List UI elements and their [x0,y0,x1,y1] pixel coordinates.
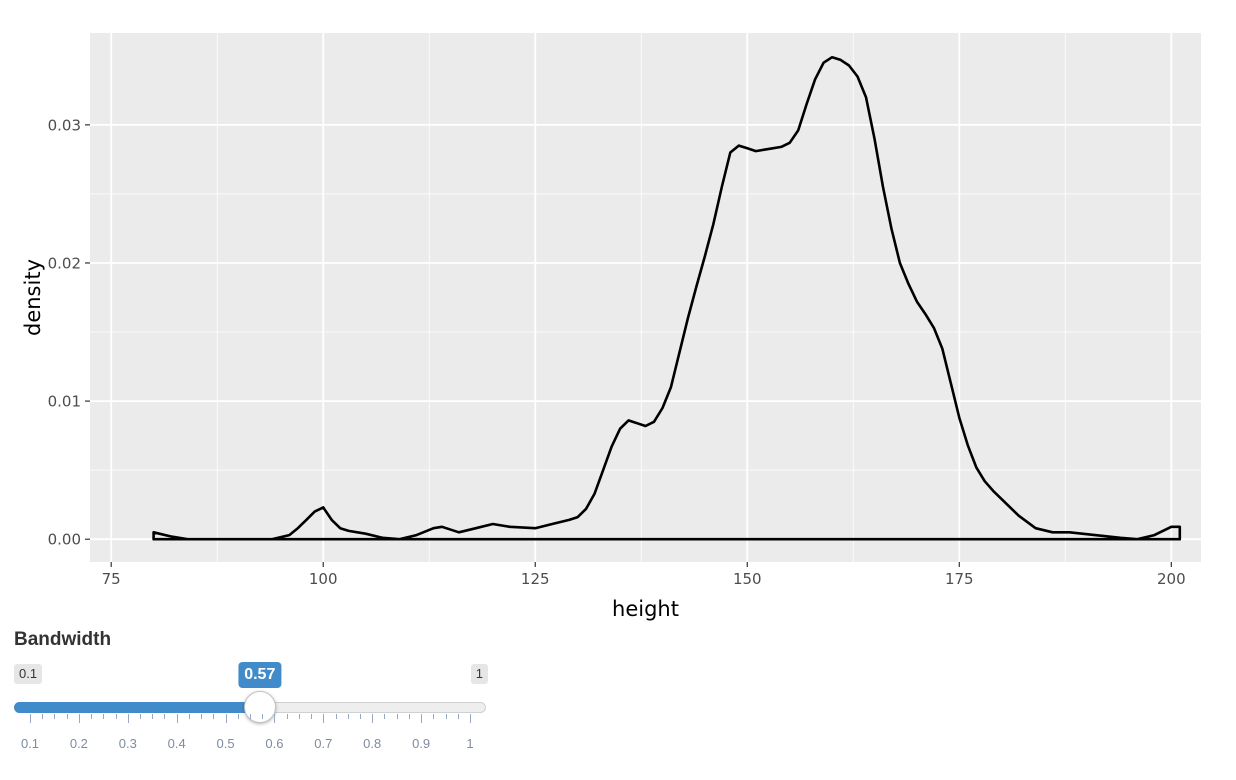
slider-max-label: 1 [470,664,488,684]
slider-minor-tick [66,714,68,719]
slider-grid-label: 0.4 [167,736,186,751]
slider-major-tick [274,714,276,723]
slider-minor-tick [201,714,203,719]
slider-minor-tick [286,714,288,719]
slider-major-tick [176,714,178,723]
slider-minor-tick [384,714,386,719]
minor-gridlines [90,33,1201,562]
x-tick-label: 200 [1157,570,1186,588]
slider-minor-tick [103,714,105,719]
slider-minor-tick [396,714,398,719]
slider-minor-tick [237,714,239,719]
slider-minor-tick [335,714,337,719]
slider-grid-label: 0.2 [69,736,88,751]
y-tick-label: 0.00 [48,531,81,549]
slider-major-tick [470,714,471,723]
slider-min-label: 0.1 [14,664,43,684]
slider-major-tick [225,714,227,723]
slider-major-tick [127,714,129,723]
slider-grid-label: 0.7 [314,736,333,751]
slider-grid-label: 0.8 [363,736,382,751]
x-tick-label: 125 [521,570,550,588]
slider-minor-tick [262,714,264,719]
slider-major-tick [323,714,325,723]
slider-label: Bandwidth [14,629,112,650]
slider-major-tick [30,714,31,723]
slider-grid: 0.1 0.2 0.3 0.4 0.5 0.6 0.7 0.8 0.9 1 [14,714,488,754]
slider-minor-tick [347,714,349,719]
x-axis-title: height [612,597,679,621]
slider-major-tick [372,714,374,723]
x-tick-label: 100 [309,570,338,588]
slider-minor-tick [164,714,166,719]
slider-minor-tick [360,714,361,719]
y-axis-title: density [21,259,45,336]
slider-minor-tick [311,714,313,719]
x-tick-label: 150 [733,570,762,588]
bandwidth-slider-control: Bandwidth 0.1 1 0.57 0.1 0.2 0.3 0.4 0.5 0.6 0… [14,626,488,776]
slider-minor-tick [298,714,300,719]
slider-minor-tick [42,714,44,719]
slider-grid-label: 0.6 [265,736,284,751]
slider-minor-tick [408,714,410,719]
slider-minor-tick [188,714,190,719]
slider-minor-tick [91,714,93,719]
slider-minor-tick [140,714,141,719]
slider-minor-tick [433,714,435,719]
density-plot: 0.00 0.01 0.02 0.03 75 100 125 150 175 200 heigh… [21,33,1201,621]
slider-grid-label: 0.5 [216,736,235,751]
slider-value-label: 0.57 [238,662,282,688]
slider-minor-tick [445,714,447,719]
slider-grid-label: 0.9 [412,736,431,751]
slider-major-tick [421,714,423,723]
x-tick-label: 75 [102,570,121,588]
y-axis: 0.00 0.01 0.02 0.03 [48,116,90,549]
slider-minor-tick [213,714,215,719]
plot-panel-background [90,33,1201,562]
slider-minor-tick [152,714,154,719]
slider-grid-label: 0.1 [20,736,40,751]
y-tick-label: 0.03 [48,116,81,134]
slider-minor-tick [250,714,251,719]
x-axis: 75 100 125 150 175 200 [102,562,1186,588]
slider-minor-tick [457,714,459,719]
slider-minor-tick [115,714,117,719]
slider-fill-bar [14,702,260,713]
slider-minor-tick [54,714,56,719]
density-curve [152,55,1182,541]
slider-major-tick [78,714,80,723]
slider-grid-label: 0.3 [118,736,137,751]
slider-handle[interactable] [243,691,276,723]
x-tick-label: 175 [945,570,974,588]
y-tick-label: 0.02 [48,254,81,272]
y-tick-label: 0.01 [48,393,81,411]
slider-grid-label: 1 [466,736,474,751]
